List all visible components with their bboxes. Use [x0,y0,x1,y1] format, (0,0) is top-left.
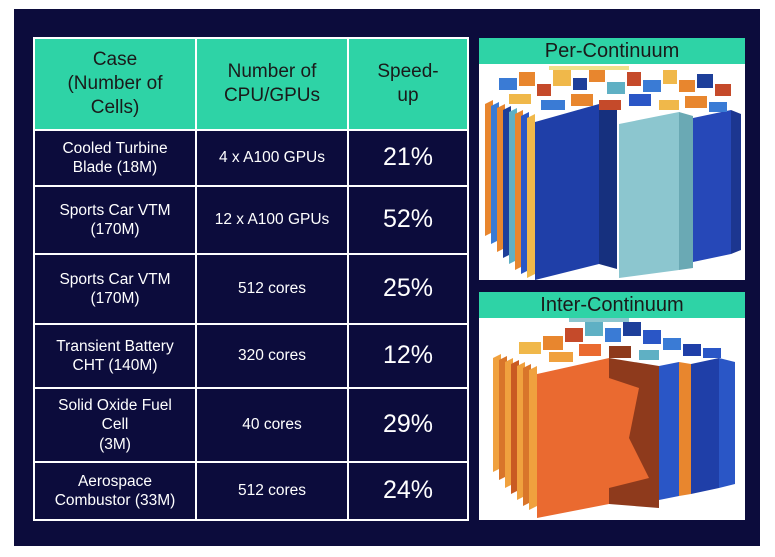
speedup-value: 21% [382,143,434,172]
speedup-value: 52% [382,205,434,234]
case-cell: Sports Car VTM (170M) [33,253,197,325]
case-cell: Aerospace Combustor (33M) [33,461,197,521]
per-continuum-title: Per-Continuum [479,38,745,64]
header-hardware: Number of CPU/GPUs [195,37,349,131]
per-continuum-cyan-block [619,112,679,278]
hardware-label: 12 x A100 GPUs [214,211,330,229]
speedup-value: 29% [382,410,434,439]
table-row: Sports Car VTM (170M) 512 cores 25% [33,253,469,325]
per-continuum-top-cells [499,66,731,112]
speedup-table: Case (Number of Cells) Number of CPU/GPU… [33,37,469,521]
hardware-cell: 512 cores [195,461,349,521]
table-row: Sports Car VTM (170M) 12 x A100 GPUs 52% [33,185,469,255]
speedup-value: 25% [382,274,434,303]
inter-continuum-orange-block [537,358,609,518]
table-row: Transient Battery CHT (140M) 320 cores 1… [33,323,469,389]
speedup-cell: 24% [347,461,469,521]
per-continuum-blue-block [535,104,599,280]
inter-continuum-left-stack [493,354,537,510]
per-continuum-render [485,66,741,280]
case-label: Sports Car VTM (170M) [59,201,171,238]
hardware-label: 320 cores [237,347,307,365]
per-continuum-panel: Per-Continuum [479,38,745,280]
case-cell: Solid Oxide Fuel Cell (3M) [33,387,197,463]
header-speedup-label: Speed- up [377,61,439,106]
table-row: Solid Oxide Fuel Cell (3M) 40 cores 29% [33,387,469,463]
header-hardware-label: Number of CPU/GPUs [223,61,321,106]
speedup-cell: 25% [347,253,469,325]
speedup-value: 12% [382,341,434,370]
hardware-label: 512 cores [237,280,307,298]
case-label: Aerospace Combustor (33M) [54,472,176,509]
case-cell: Cooled Turbine Blade (18M) [33,129,197,187]
inter-continuum-title: Inter-Continuum [479,292,745,318]
speedup-cell: 21% [347,129,469,187]
slide: Case (Number of Cells) Number of CPU/GPU… [14,9,760,546]
case-cell: Sports Car VTM (170M) [33,185,197,255]
inter-continuum-right-stack [659,358,735,500]
hardware-label: 4 x A100 GPUs [219,149,325,167]
table-row: Aerospace Combustor (33M) 512 cores 24% [33,461,469,521]
hardware-cell: 512 cores [195,253,349,325]
table-header-row: Case (Number of Cells) Number of CPU/GPU… [33,37,469,131]
inter-continuum-render [493,318,735,518]
case-label: Transient Battery CHT (140M) [56,337,174,374]
case-cell: Transient Battery CHT (140M) [33,323,197,389]
hardware-cell: 12 x A100 GPUs [195,185,349,255]
inter-continuum-panel: Inter-Continuum [479,292,745,520]
hardware-cell: 320 cores [195,323,349,389]
hardware-cell: 4 x A100 GPUs [195,129,349,187]
speedup-cell: 29% [347,387,469,463]
table-row: Cooled Turbine Blade (18M) 4 x A100 GPUs… [33,129,469,187]
header-speedup: Speed- up [347,37,469,131]
speedup-cell: 12% [347,323,469,389]
per-continuum-left-stack [485,100,535,278]
hardware-cell: 40 cores [195,387,349,463]
inter-continuum-top-cells [519,318,721,362]
speedup-cell: 52% [347,185,469,255]
hardware-label: 512 cores [237,482,307,500]
speedup-value: 24% [382,476,434,505]
hardware-label: 40 cores [242,416,302,434]
header-case: Case (Number of Cells) [33,37,197,131]
case-label: Cooled Turbine Blade (18M) [62,139,168,176]
header-case-label: Case (Number of Cells) [67,49,163,118]
case-label: Solid Oxide Fuel Cell (3M) [58,396,172,453]
case-label: Sports Car VTM (170M) [59,270,171,307]
